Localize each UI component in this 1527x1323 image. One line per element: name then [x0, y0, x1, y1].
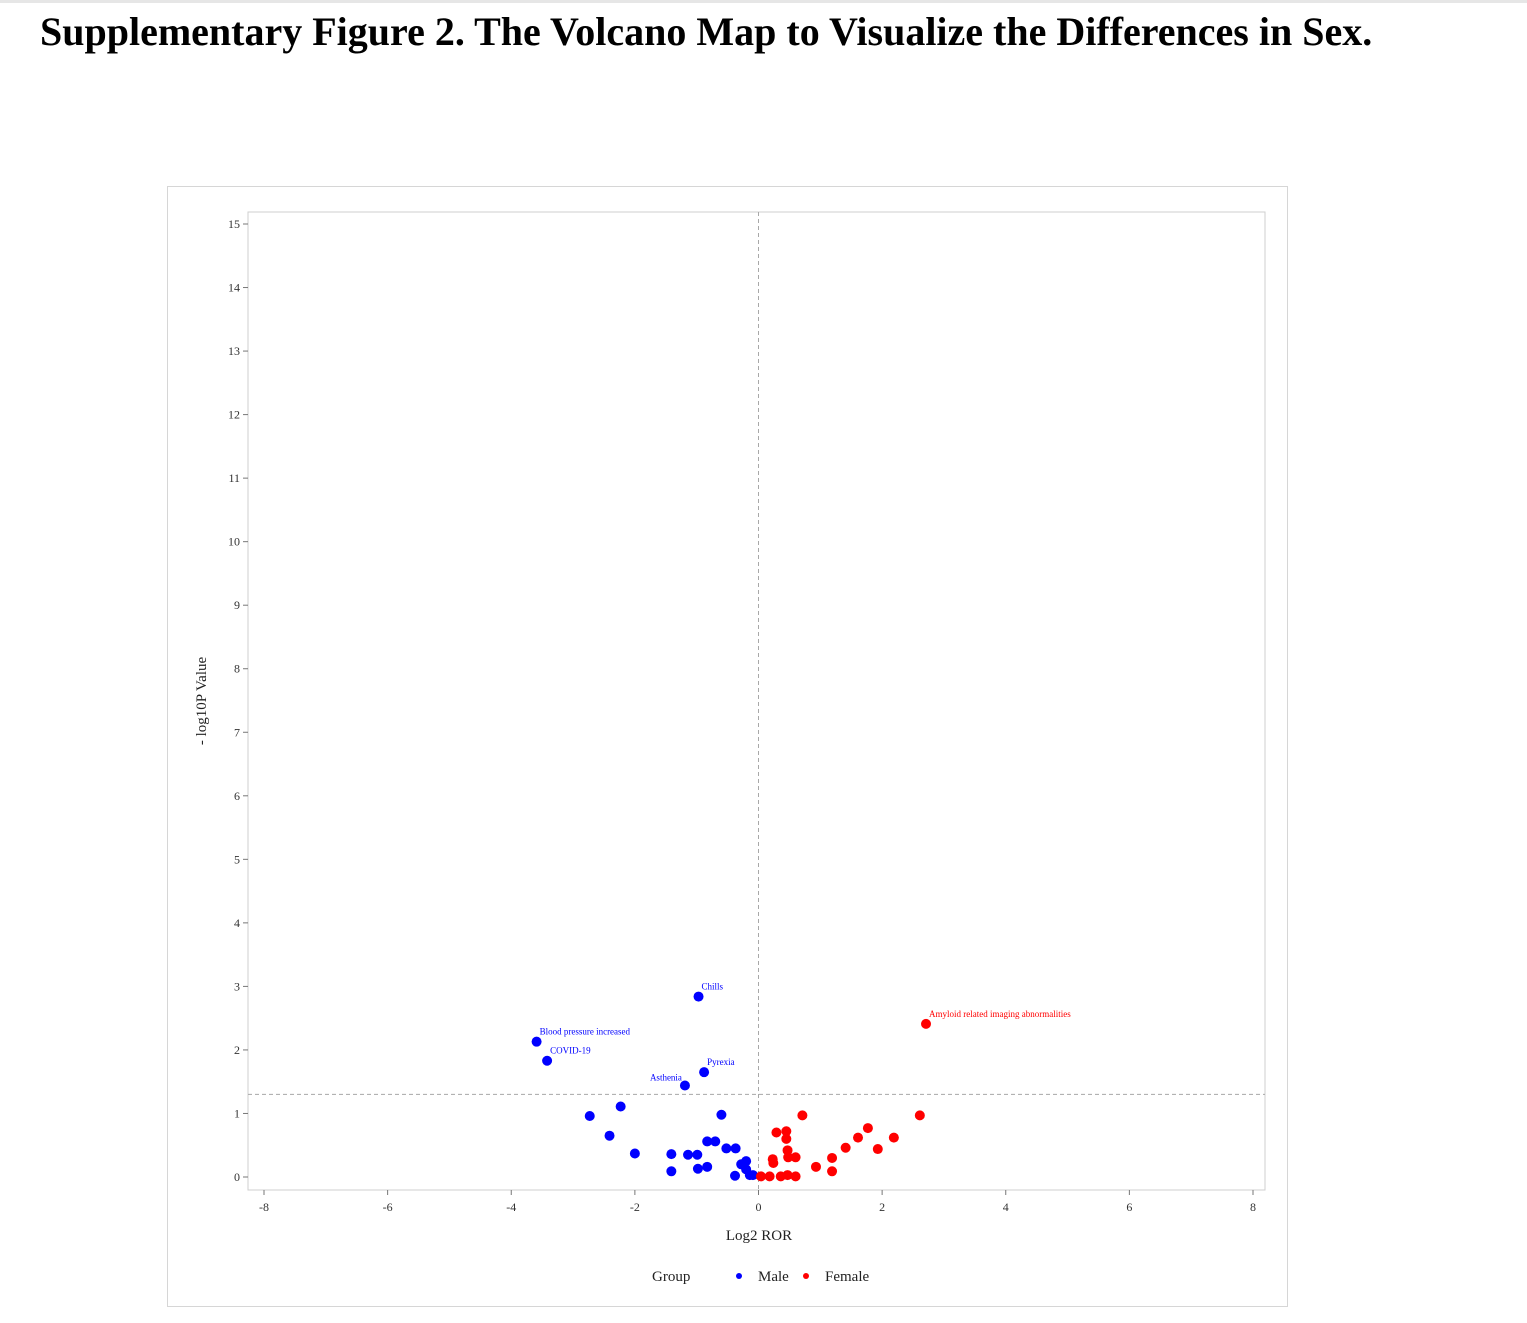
x-tick-label: -6: [383, 1200, 393, 1214]
female-data-point: [781, 1133, 792, 1144]
male-data-point: [679, 1080, 690, 1091]
y-tick-label: 2: [234, 1043, 240, 1057]
plot-area: [247, 211, 1266, 1191]
x-axis-title: Log2 ROR: [726, 1228, 792, 1244]
male-data-point: [584, 1111, 595, 1122]
data-points: [531, 991, 932, 1182]
y-tick-label: 4: [234, 916, 240, 930]
x-tick-label: -2: [630, 1200, 640, 1214]
figure-frame: -8 -6 -4 -2 0 2 4 6 8 0 1 2 3 4 5 6 7 8 9 10 11 12 13 14 15 Blo…: [167, 186, 1288, 1307]
male-data-point: [716, 1109, 727, 1120]
female-data-point: [840, 1142, 851, 1153]
y-tick-label: 10: [228, 535, 240, 549]
y-tick-label: 11: [228, 471, 240, 485]
x-tick-label: 6: [1126, 1200, 1132, 1214]
y-tick-label: 5: [234, 852, 240, 866]
female-data-point: [771, 1127, 782, 1138]
y-tick-label: 7: [234, 725, 240, 739]
male-data-point: [604, 1130, 615, 1141]
legend-label-male: Male: [758, 1269, 789, 1285]
x-tick-label: 8: [1250, 1200, 1256, 1214]
point-label: Amyloid related imaging abnormalities: [929, 1009, 1071, 1019]
y-tick-label: 6: [234, 789, 240, 803]
male-data-point: [693, 991, 704, 1002]
female-data-point: [764, 1171, 775, 1182]
point-label: Blood pressure increased: [540, 1027, 631, 1037]
male-data-point: [730, 1143, 741, 1154]
legend-marker-male: [736, 1273, 742, 1279]
female-data-point: [862, 1123, 873, 1134]
female-data-point: [888, 1132, 899, 1143]
female-data-point: [783, 1152, 794, 1163]
female-data-point: [782, 1170, 793, 1181]
x-tick-label: 4: [1003, 1200, 1009, 1214]
point-label: Chills: [702, 982, 724, 992]
female-data-point: [781, 1126, 792, 1137]
male-data-point: [741, 1156, 752, 1167]
female-data-point: [827, 1166, 838, 1177]
male-data-point: [542, 1055, 553, 1066]
point-label: Pyrexia: [707, 1057, 735, 1067]
y-tick-label: 8: [234, 662, 240, 676]
male-data-point: [730, 1170, 741, 1181]
female-data-point: [914, 1110, 925, 1121]
female-data-point: [872, 1144, 883, 1155]
female-data-point: [853, 1132, 864, 1143]
male-data-point: [692, 1163, 703, 1174]
point-label: Asthenia: [650, 1073, 682, 1083]
female-data-point: [827, 1152, 838, 1163]
female-data-point: [755, 1171, 766, 1182]
female-data-point: [768, 1158, 779, 1169]
x-tick-label: -8: [259, 1200, 269, 1214]
female-data-point: [797, 1110, 808, 1121]
male-data-point: [699, 1067, 710, 1078]
x-tick-label: 2: [879, 1200, 885, 1214]
male-data-point: [702, 1136, 713, 1147]
male-data-point: [666, 1166, 677, 1177]
male-data-point: [683, 1149, 694, 1160]
y-tick-label: 1: [234, 1106, 240, 1120]
female-data-point: [810, 1161, 821, 1172]
y-tick-label: 15: [228, 217, 240, 231]
y-tick-label: 12: [228, 408, 240, 422]
male-data-point: [710, 1136, 721, 1147]
female-data-point: [790, 1171, 801, 1182]
legend-title: Group: [652, 1269, 690, 1285]
legend: Group Male Female: [652, 1269, 869, 1285]
x-tick-label: 0: [756, 1200, 762, 1214]
legend-marker-female: [803, 1273, 809, 1279]
point-label: COVID-19: [550, 1046, 591, 1056]
y-tick-label: 3: [234, 979, 240, 993]
x-axis: -8 -6 -4 -2 0 2 4 6 8: [259, 1190, 1256, 1214]
figure-caption: Supplementary Figure 2. The Volcano Map …: [40, 9, 1373, 54]
male-data-point: [629, 1148, 640, 1159]
male-data-point: [666, 1149, 677, 1160]
male-data-point: [531, 1036, 542, 1047]
y-tick-label: 13: [228, 344, 240, 358]
male-data-point: [747, 1170, 758, 1181]
female-data-point: [921, 1018, 932, 1029]
top-rule: [0, 0, 1527, 3]
male-data-point: [702, 1161, 713, 1172]
legend-label-female: Female: [825, 1269, 869, 1285]
y-tick-label: 9: [234, 598, 240, 612]
x-tick-label: -4: [506, 1200, 516, 1214]
male-data-point: [615, 1101, 626, 1112]
male-data-point: [721, 1143, 732, 1154]
point-labels: Blood pressure increased COVID-19 Chills Py…: [540, 982, 1072, 1083]
y-tick-label: 0: [234, 1170, 240, 1184]
y-tick-label: 14: [228, 281, 240, 295]
male-data-point: [692, 1149, 703, 1160]
y-axis-title: - log10P Value: [194, 656, 210, 745]
female-data-point: [790, 1152, 801, 1163]
